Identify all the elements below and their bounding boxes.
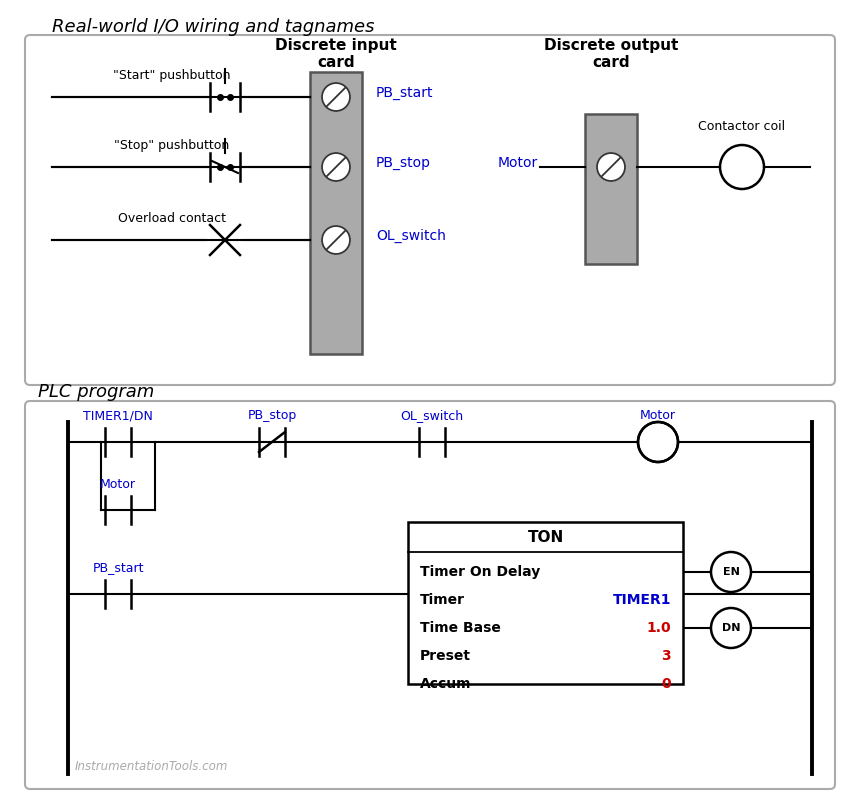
- Text: Contactor coil: Contactor coil: [699, 120, 785, 133]
- Text: EN: EN: [722, 567, 740, 577]
- Text: PB_stop: PB_stop: [247, 410, 297, 423]
- Text: OL_switch: OL_switch: [376, 229, 446, 243]
- Text: PLC program: PLC program: [38, 383, 154, 401]
- Text: "Stop" pushbutton: "Stop" pushbutton: [115, 139, 230, 152]
- Text: TIMER1/DN: TIMER1/DN: [83, 410, 153, 423]
- Text: OL_switch: OL_switch: [400, 410, 463, 423]
- Text: 3: 3: [661, 649, 671, 663]
- Text: PB_start: PB_start: [376, 86, 434, 100]
- Text: Motor: Motor: [640, 410, 676, 423]
- Circle shape: [322, 153, 350, 181]
- Text: "Start" pushbutton: "Start" pushbutton: [113, 68, 230, 82]
- Text: PB_stop: PB_stop: [376, 156, 431, 170]
- Circle shape: [322, 226, 350, 254]
- Circle shape: [639, 423, 677, 461]
- Text: Overload contact: Overload contact: [118, 212, 226, 225]
- Circle shape: [322, 83, 350, 111]
- Circle shape: [711, 608, 751, 648]
- Text: 0: 0: [661, 677, 671, 691]
- Text: Time Base: Time Base: [420, 621, 501, 635]
- FancyBboxPatch shape: [25, 401, 835, 789]
- Bar: [310, 72, 362, 354]
- Text: InstrumentationTools.com: InstrumentationTools.com: [75, 759, 229, 772]
- Bar: [408, 522, 683, 684]
- FancyBboxPatch shape: [25, 35, 835, 385]
- Circle shape: [711, 552, 751, 592]
- Text: Accum: Accum: [420, 677, 472, 691]
- Text: Timer On Delay: Timer On Delay: [420, 565, 541, 579]
- Text: Real-world I/O wiring and tagnames: Real-world I/O wiring and tagnames: [52, 18, 375, 36]
- Text: 1.0: 1.0: [646, 621, 671, 635]
- Text: Motor: Motor: [100, 477, 136, 491]
- Text: PB_start: PB_start: [93, 561, 144, 574]
- Text: TIMER1: TIMER1: [613, 593, 671, 607]
- Text: Discrete input
card: Discrete input card: [275, 38, 397, 71]
- Text: DN: DN: [722, 623, 740, 633]
- Circle shape: [597, 153, 625, 181]
- Text: Discrete output
card: Discrete output card: [544, 38, 678, 71]
- Text: Motor: Motor: [498, 156, 538, 170]
- Text: Timer: Timer: [420, 593, 465, 607]
- Text: Preset: Preset: [420, 649, 471, 663]
- Text: TON: TON: [527, 529, 564, 545]
- Bar: [585, 114, 637, 264]
